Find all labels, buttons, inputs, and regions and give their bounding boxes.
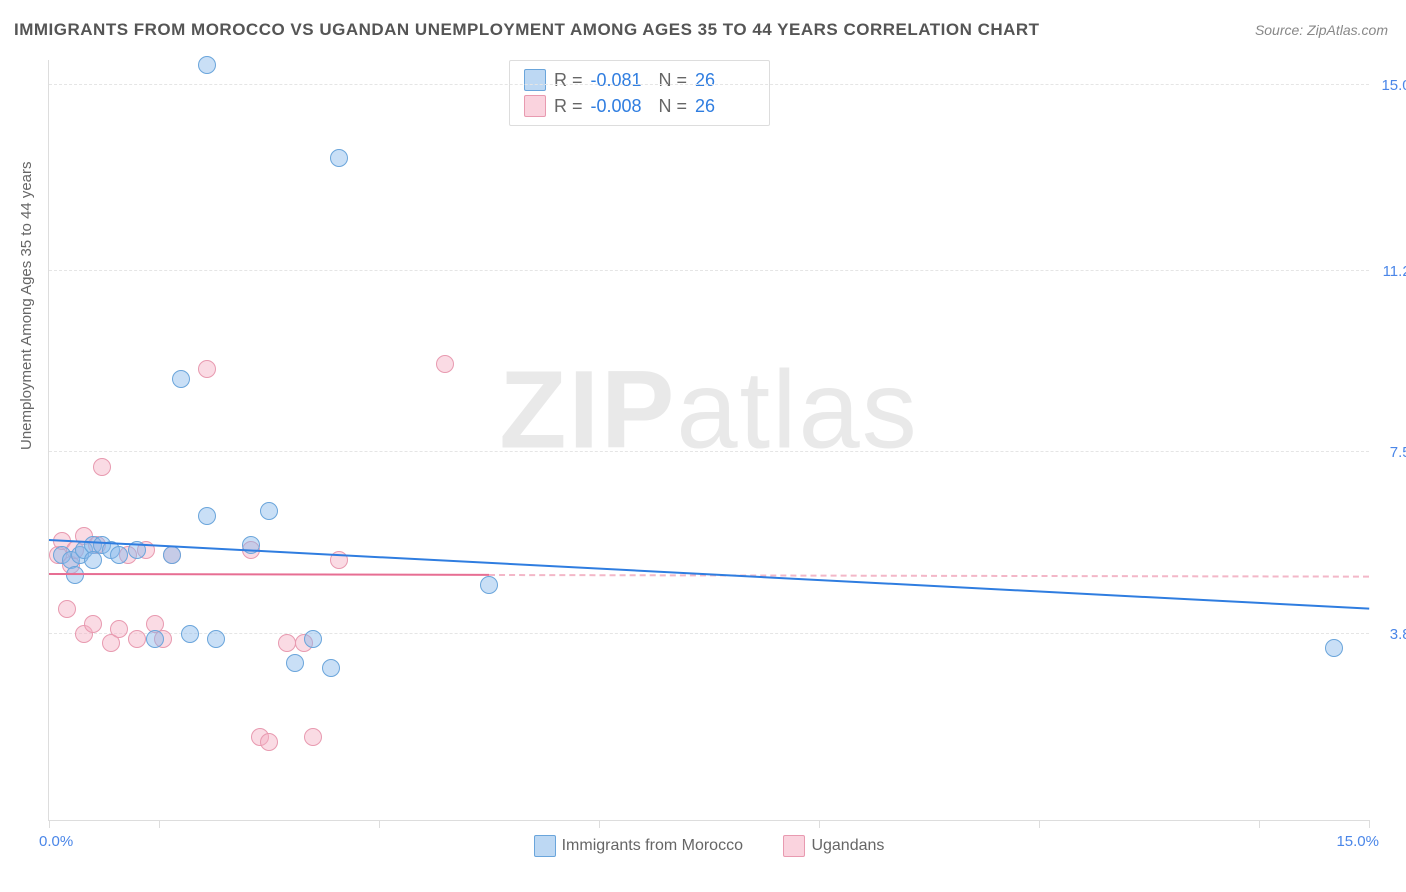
- data-point: [260, 502, 278, 520]
- data-point: [330, 149, 348, 167]
- x-tick: [1369, 820, 1370, 828]
- n-label: N =: [659, 96, 688, 117]
- chart-title: IMMIGRANTS FROM MOROCCO VS UGANDAN UNEMP…: [14, 20, 1040, 40]
- data-point: [198, 360, 216, 378]
- data-point: [93, 458, 111, 476]
- data-point: [58, 600, 76, 618]
- data-point: [322, 659, 340, 677]
- swatch-pink-icon: [524, 95, 546, 117]
- data-point: [110, 546, 128, 564]
- grid-line: [49, 84, 1369, 85]
- y-axis-label: Unemployment Among Ages 35 to 44 years: [18, 161, 35, 450]
- legend-item-blue: Immigrants from Morocco: [534, 835, 743, 857]
- n-value-pink: 26: [695, 96, 755, 117]
- plot-area: ZIPatlas R = -0.081 N = 26 R = -0.008 N …: [48, 60, 1369, 821]
- legend-label-blue: Immigrants from Morocco: [562, 837, 743, 855]
- r-value-blue: -0.081: [591, 70, 651, 91]
- data-point: [163, 546, 181, 564]
- r-label: R =: [554, 70, 583, 91]
- data-point: [436, 355, 454, 373]
- data-point: [146, 630, 164, 648]
- grid-line: [49, 451, 1369, 452]
- grid-line: [49, 270, 1369, 271]
- swatch-blue-icon: [534, 835, 556, 857]
- x-tick: [379, 820, 380, 828]
- y-tick-label: 7.5%: [1374, 444, 1406, 461]
- x-tick: [1039, 820, 1040, 828]
- chart-container: IMMIGRANTS FROM MOROCCO VS UGANDAN UNEMP…: [0, 0, 1406, 892]
- data-point: [198, 507, 216, 525]
- x-tick: [599, 820, 600, 828]
- watermark: ZIPatlas: [499, 346, 918, 473]
- data-point: [110, 620, 128, 638]
- r-label: R =: [554, 96, 583, 117]
- r-value-pink: -0.008: [591, 96, 651, 117]
- data-point: [1325, 639, 1343, 657]
- data-point: [480, 576, 498, 594]
- data-point: [286, 654, 304, 672]
- legend-row-blue: R = -0.081 N = 26: [524, 67, 755, 93]
- legend-item-pink: Ugandans: [783, 835, 884, 857]
- grid-line: [49, 633, 1369, 634]
- data-point: [278, 634, 296, 652]
- legend-series: Immigrants from Morocco Ugandans: [49, 835, 1369, 862]
- y-tick-label: 3.8%: [1374, 626, 1406, 643]
- data-point: [84, 615, 102, 633]
- swatch-blue-icon: [524, 69, 546, 91]
- n-value-blue: 26: [695, 70, 755, 91]
- data-point: [304, 630, 322, 648]
- legend-label-pink: Ugandans: [811, 837, 884, 855]
- x-tick: [159, 820, 160, 828]
- x-tick: [819, 820, 820, 828]
- source-label: Source: ZipAtlas.com: [1255, 22, 1388, 38]
- data-point: [172, 370, 190, 388]
- swatch-pink-icon: [783, 835, 805, 857]
- data-point: [207, 630, 225, 648]
- legend-row-pink: R = -0.008 N = 26: [524, 93, 755, 119]
- trend-line: [49, 573, 489, 576]
- data-point: [181, 625, 199, 643]
- x-tick: [1259, 820, 1260, 828]
- data-point: [198, 56, 216, 74]
- x-axis-max-label: 15.0%: [1336, 833, 1379, 850]
- x-tick: [49, 820, 50, 828]
- legend-correlation: R = -0.081 N = 26 R = -0.008 N = 26: [509, 60, 770, 126]
- y-tick-label: 11.2%: [1374, 263, 1406, 280]
- n-label: N =: [659, 70, 688, 91]
- data-point: [128, 630, 146, 648]
- data-point: [304, 728, 322, 746]
- x-axis-min-label: 0.0%: [39, 833, 73, 850]
- y-tick-label: 15.0%: [1374, 77, 1406, 94]
- data-point: [260, 733, 278, 751]
- trend-line: [489, 574, 1369, 578]
